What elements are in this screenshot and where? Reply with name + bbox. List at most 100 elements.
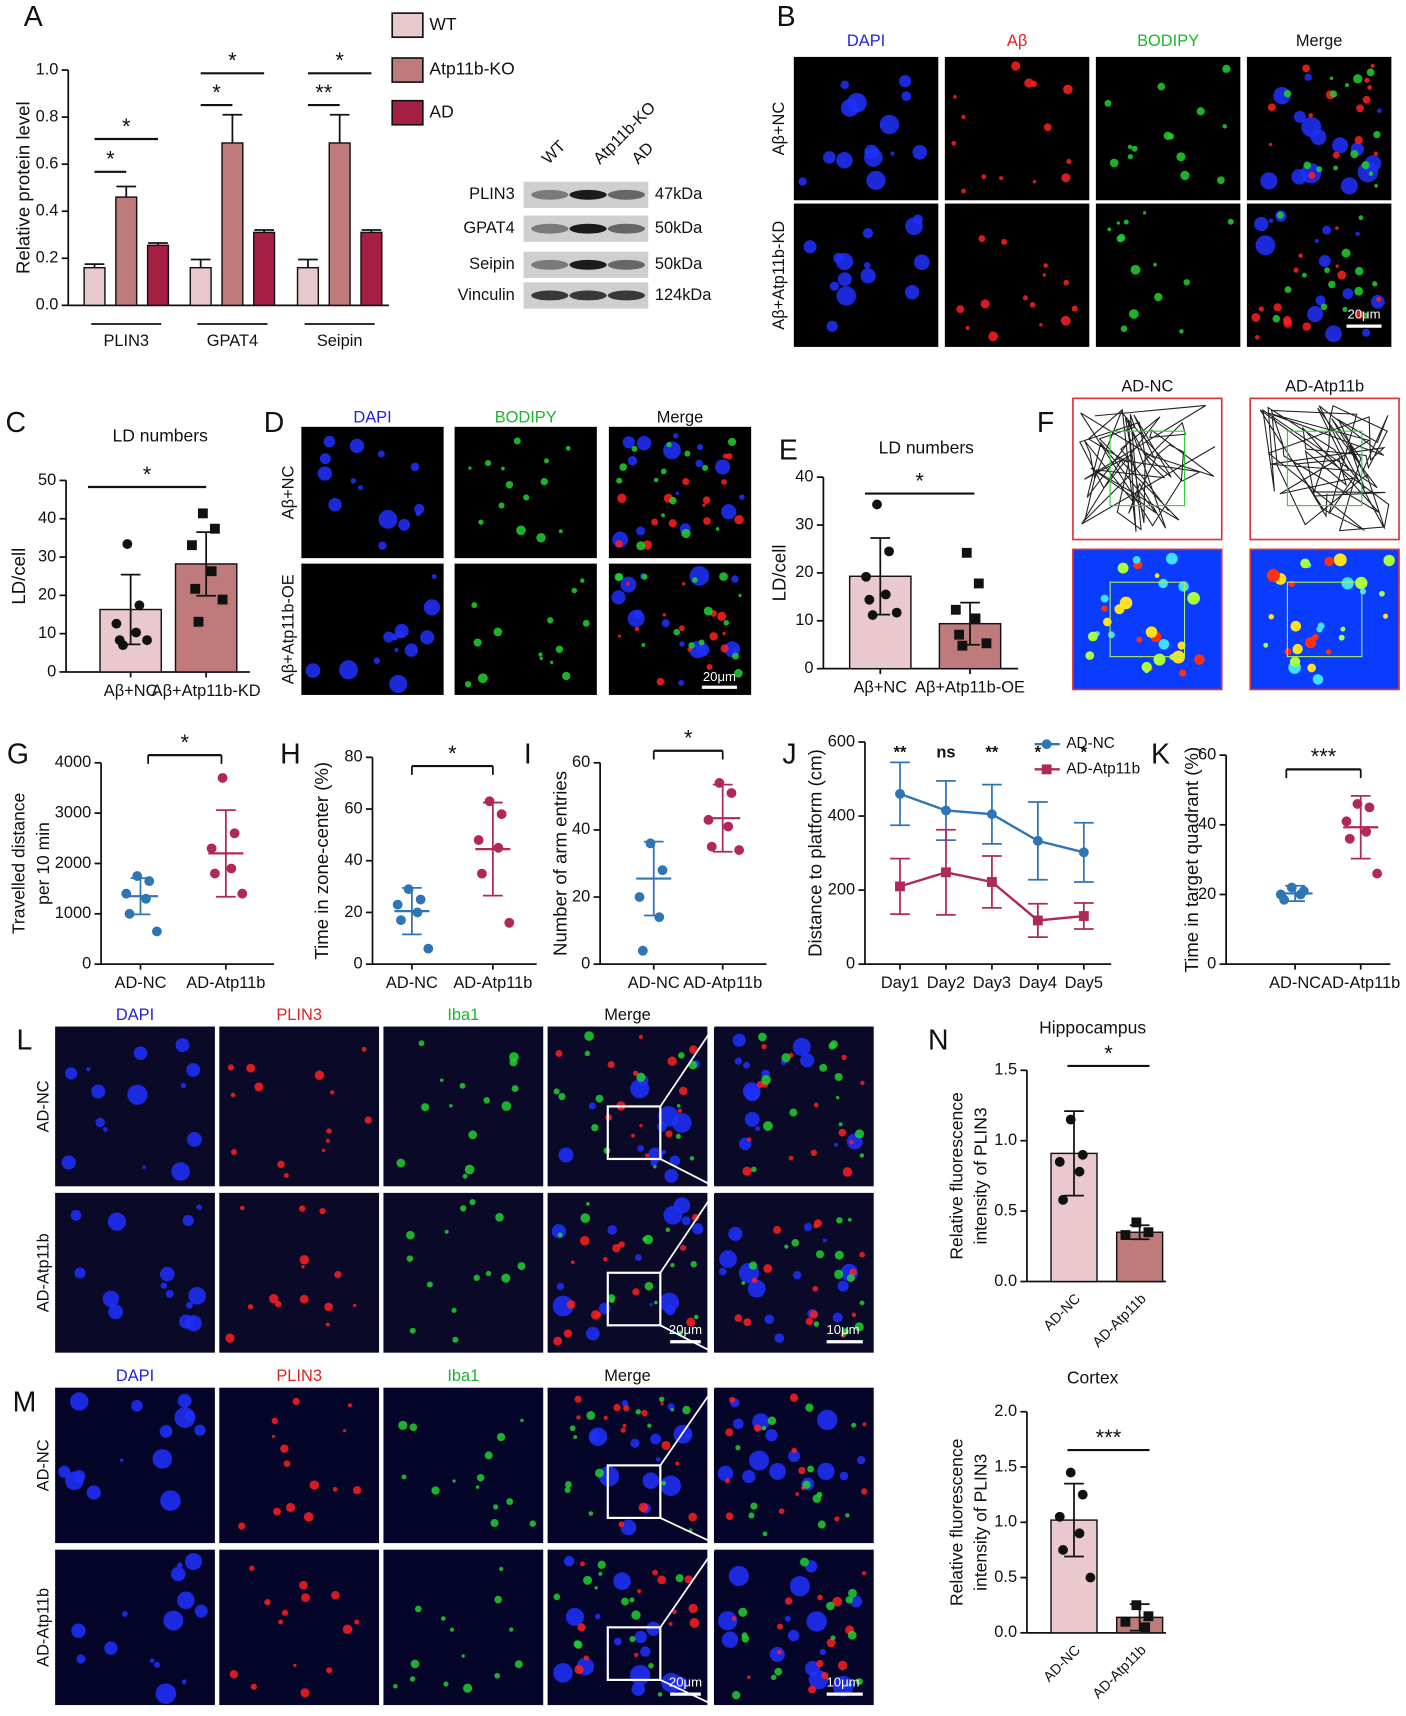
significance: **: [894, 743, 907, 761]
signal: [850, 1595, 863, 1608]
signal: [1308, 171, 1316, 179]
signal: [715, 459, 731, 475]
data-point: [961, 547, 972, 558]
heat-spot: [1268, 614, 1274, 620]
signal: [324, 1302, 333, 1312]
signal: [636, 435, 652, 451]
signal: [761, 1075, 771, 1085]
data-point: [1286, 882, 1297, 893]
signal: [108, 1304, 123, 1320]
data-point: [1143, 1227, 1154, 1238]
signal: [246, 1063, 256, 1073]
y-tick-label: 0: [354, 954, 363, 972]
signal: [1374, 184, 1378, 188]
signal: [841, 1054, 847, 1060]
signal: [693, 1314, 699, 1320]
signal: [905, 217, 923, 236]
signal: [354, 1619, 360, 1625]
signal: [493, 627, 503, 637]
zone: [1109, 430, 1186, 507]
signal: [678, 679, 685, 686]
heat-spot: [1379, 590, 1385, 597]
signal: [76, 1654, 86, 1664]
panel-letter: C: [5, 407, 26, 439]
signal: [378, 541, 387, 550]
signal: [988, 331, 999, 342]
signal: [555, 645, 564, 653]
signal: [800, 1557, 809, 1567]
zoom-box: [606, 1271, 662, 1327]
signal: [607, 1225, 618, 1235]
signal: [626, 581, 630, 586]
signal: [1291, 168, 1308, 185]
signal: [623, 1405, 630, 1412]
signal: [1370, 63, 1375, 68]
signal: [285, 1502, 296, 1513]
zoom-line: [659, 1324, 715, 1354]
data-point: [957, 640, 968, 651]
signal: [859, 1251, 865, 1258]
data-point: [1120, 1230, 1131, 1240]
signal: [690, 1261, 697, 1268]
signal: [107, 1212, 127, 1231]
heat-spot: [1158, 578, 1168, 589]
signal: [1377, 108, 1382, 114]
signal: [576, 1415, 581, 1420]
data-point: [217, 772, 228, 783]
signal: [634, 626, 640, 632]
signal: [1322, 225, 1332, 235]
signal: [629, 1597, 635, 1603]
signal: [747, 1279, 766, 1298]
signal: [462, 1173, 468, 1179]
signal: [414, 1605, 422, 1613]
signal: [845, 1513, 850, 1518]
signal: [249, 1565, 255, 1571]
signal: [254, 1082, 264, 1092]
signal: [383, 631, 395, 643]
signal: [321, 1148, 326, 1153]
heat-spot: [1145, 626, 1158, 638]
signal: [851, 1312, 857, 1317]
signal: [328, 498, 342, 512]
signal: [326, 1128, 332, 1134]
signal: [501, 466, 505, 471]
signal: [695, 459, 704, 468]
signal: [642, 1236, 648, 1242]
signal: [133, 1046, 148, 1060]
signal: [552, 1295, 574, 1317]
bar: [221, 142, 244, 307]
data-point: [1054, 1156, 1065, 1167]
signal: [570, 1260, 575, 1265]
signal: [292, 1397, 300, 1406]
signal: [859, 1300, 865, 1306]
micrograph: [383, 1026, 544, 1187]
panel-letter: H: [280, 739, 301, 771]
signal: [603, 1415, 608, 1420]
signal: [102, 1127, 108, 1132]
data-point: [726, 788, 737, 798]
signal: [1329, 76, 1334, 81]
y-tick-label: 60: [1198, 745, 1216, 763]
signal: [477, 673, 488, 684]
signal: [1001, 238, 1008, 245]
y-axis-label: Relative protein level: [12, 101, 33, 274]
zone: [1286, 430, 1363, 507]
signal: [649, 1303, 653, 1307]
signal: [725, 1428, 734, 1437]
y-tick-label: 20: [344, 903, 362, 921]
signal: [517, 1262, 526, 1271]
signal: [181, 1679, 187, 1685]
x-tick-label: AD-Atp11b: [186, 974, 265, 992]
signal: [798, 1466, 806, 1475]
blot-band: [531, 223, 569, 234]
signal: [484, 1451, 493, 1460]
y-tick-label: 1.5: [994, 1061, 1017, 1079]
signal: [584, 1050, 591, 1057]
data-point: [1120, 1616, 1131, 1627]
signal: [773, 1225, 782, 1234]
signal: [830, 1635, 836, 1641]
signal: [641, 643, 646, 647]
blot-size: 47kDa: [655, 185, 703, 203]
signal: [807, 1465, 815, 1473]
signal: [660, 468, 667, 475]
